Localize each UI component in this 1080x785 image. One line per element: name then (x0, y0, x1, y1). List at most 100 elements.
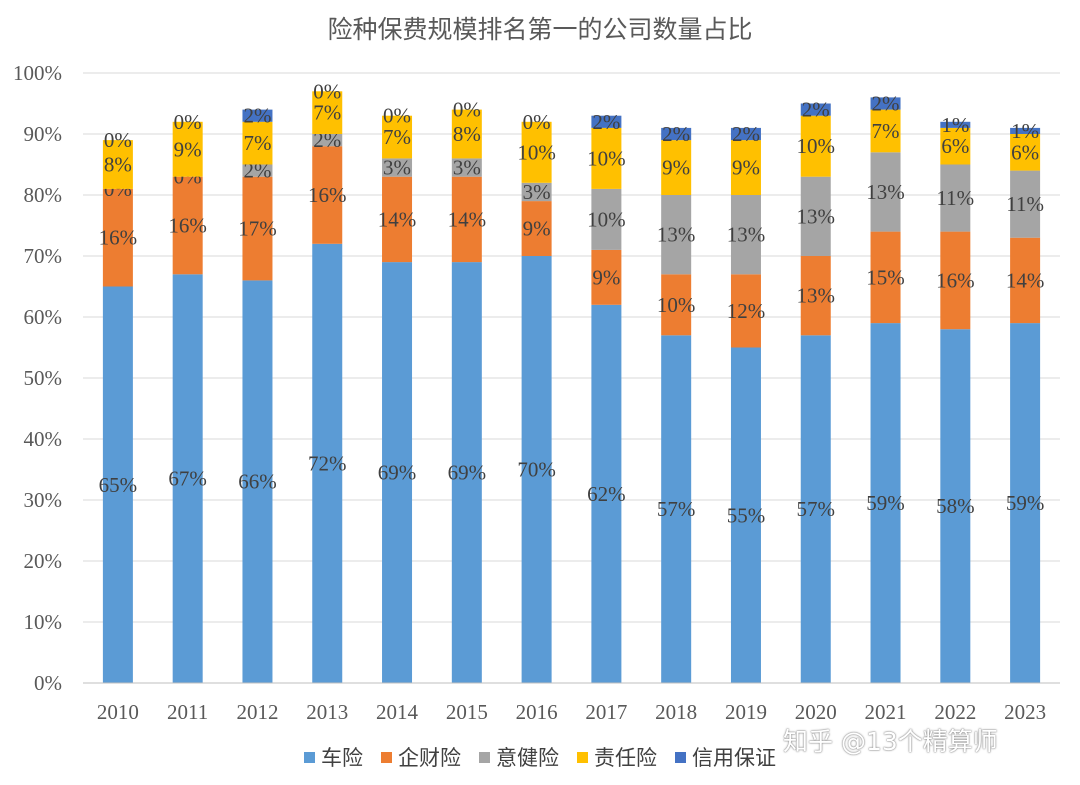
data-label: 13% (797, 204, 836, 228)
x-tick-label: 2015 (446, 700, 488, 724)
bar-segment (242, 121, 273, 165)
bar-segment (591, 127, 622, 189)
bar-segment (940, 127, 971, 165)
bar-segment (730, 195, 761, 275)
data-label: 12% (727, 299, 766, 323)
data-label: 10% (587, 207, 626, 231)
bar-segment (661, 127, 692, 141)
data-label: 2% (732, 122, 760, 146)
bar-segment (800, 256, 831, 336)
data-label: 0% (174, 110, 202, 134)
legend-swatch (381, 751, 392, 763)
bar-segment (870, 231, 901, 324)
data-label: 0% (523, 110, 551, 134)
data-label: 62% (587, 482, 626, 506)
y-tick-label: 30% (24, 488, 63, 512)
bar-segment (591, 115, 622, 128)
y-tick-label: 20% (24, 549, 63, 573)
bar-segment (521, 121, 552, 183)
bar-segment (591, 249, 622, 305)
y-tick-label: 60% (24, 305, 63, 329)
bar-segment (172, 121, 203, 177)
x-tick-label: 2014 (376, 700, 419, 724)
y-tick-label: 90% (24, 122, 63, 146)
bar-segment (730, 347, 761, 683)
data-label: 59% (1006, 491, 1045, 515)
data-label: 13% (797, 284, 836, 308)
chart-title: 险种保费规模排名第一的公司数量占比 (327, 15, 753, 44)
bar-segment (730, 140, 761, 195)
bar-segment (382, 262, 413, 683)
data-label: 3% (383, 156, 411, 180)
data-label: 13% (727, 223, 766, 247)
data-label: 0% (313, 79, 341, 103)
x-tick-label: 2010 (97, 700, 139, 724)
legend-swatch (675, 751, 686, 763)
x-tick-label: 2018 (655, 700, 697, 724)
bar-segment (870, 323, 901, 683)
data-label: 8% (453, 122, 481, 146)
bar-segment (800, 176, 831, 256)
legend: 车险 企财险 意健险 责任险 信用保证 (0, 742, 1080, 772)
x-tick-label: 2021 (865, 700, 907, 724)
bar-segment (1010, 134, 1041, 171)
y-tick-label: 40% (24, 427, 63, 451)
data-label: 2% (802, 98, 830, 122)
data-label: 7% (872, 119, 900, 143)
data-label: 10% (587, 146, 626, 170)
bar-segment (661, 335, 692, 683)
data-label: 70% (517, 458, 556, 482)
y-tick-label: 50% (24, 366, 63, 390)
data-label: 6% (1011, 140, 1039, 164)
data-label: 1% (941, 113, 969, 137)
data-label: 11% (936, 186, 974, 210)
legend-label: 信用保证 (692, 746, 776, 770)
x-tick-label: 2020 (795, 700, 837, 724)
bar-segment (800, 103, 831, 116)
data-label: 59% (866, 491, 905, 515)
bar-segment (172, 274, 203, 683)
y-tick-label: 80% (24, 183, 63, 207)
x-tick-label: 2013 (306, 700, 348, 724)
bar-segment (940, 121, 971, 128)
bar-segment (102, 286, 133, 683)
data-label: 3% (523, 180, 551, 204)
bar-segment (242, 164, 273, 177)
bar-segment (312, 243, 343, 684)
x-tick-label: 2012 (236, 700, 278, 724)
data-label: 9% (523, 217, 551, 241)
data-label: 14% (378, 207, 417, 231)
data-label: 66% (238, 470, 277, 494)
data-label: 65% (99, 473, 138, 497)
x-tick-label: 2019 (725, 700, 767, 724)
bar-segment (451, 176, 482, 263)
bar-segment (940, 231, 971, 330)
bar-segment (382, 115, 413, 159)
data-label: 10% (657, 293, 696, 317)
data-label: 2% (872, 92, 900, 116)
y-tick-label: 100% (13, 61, 62, 85)
data-label: 3% (453, 156, 481, 180)
bar-segment (800, 115, 831, 177)
bar-segment (521, 256, 552, 683)
bar-segment (661, 195, 692, 275)
data-label: 14% (1006, 268, 1045, 292)
x-tick-label: 2022 (934, 700, 976, 724)
data-label: 16% (99, 226, 138, 250)
bar-segment (312, 134, 343, 147)
data-label: 17% (238, 217, 277, 241)
bar-segment (242, 280, 273, 683)
data-label: 1% (1011, 119, 1039, 143)
data-label: 57% (657, 497, 696, 521)
legend-label: 意健险 (496, 746, 559, 770)
bar-segment (382, 176, 413, 263)
data-label: 10% (797, 134, 836, 158)
data-label: 72% (308, 451, 347, 475)
bar-segment (591, 304, 622, 683)
legend-swatch (479, 751, 490, 763)
data-label: 14% (448, 207, 487, 231)
bar-segment (800, 335, 831, 683)
data-label: 8% (104, 153, 132, 177)
bar-segment (661, 140, 692, 195)
bar-segment (521, 201, 552, 256)
